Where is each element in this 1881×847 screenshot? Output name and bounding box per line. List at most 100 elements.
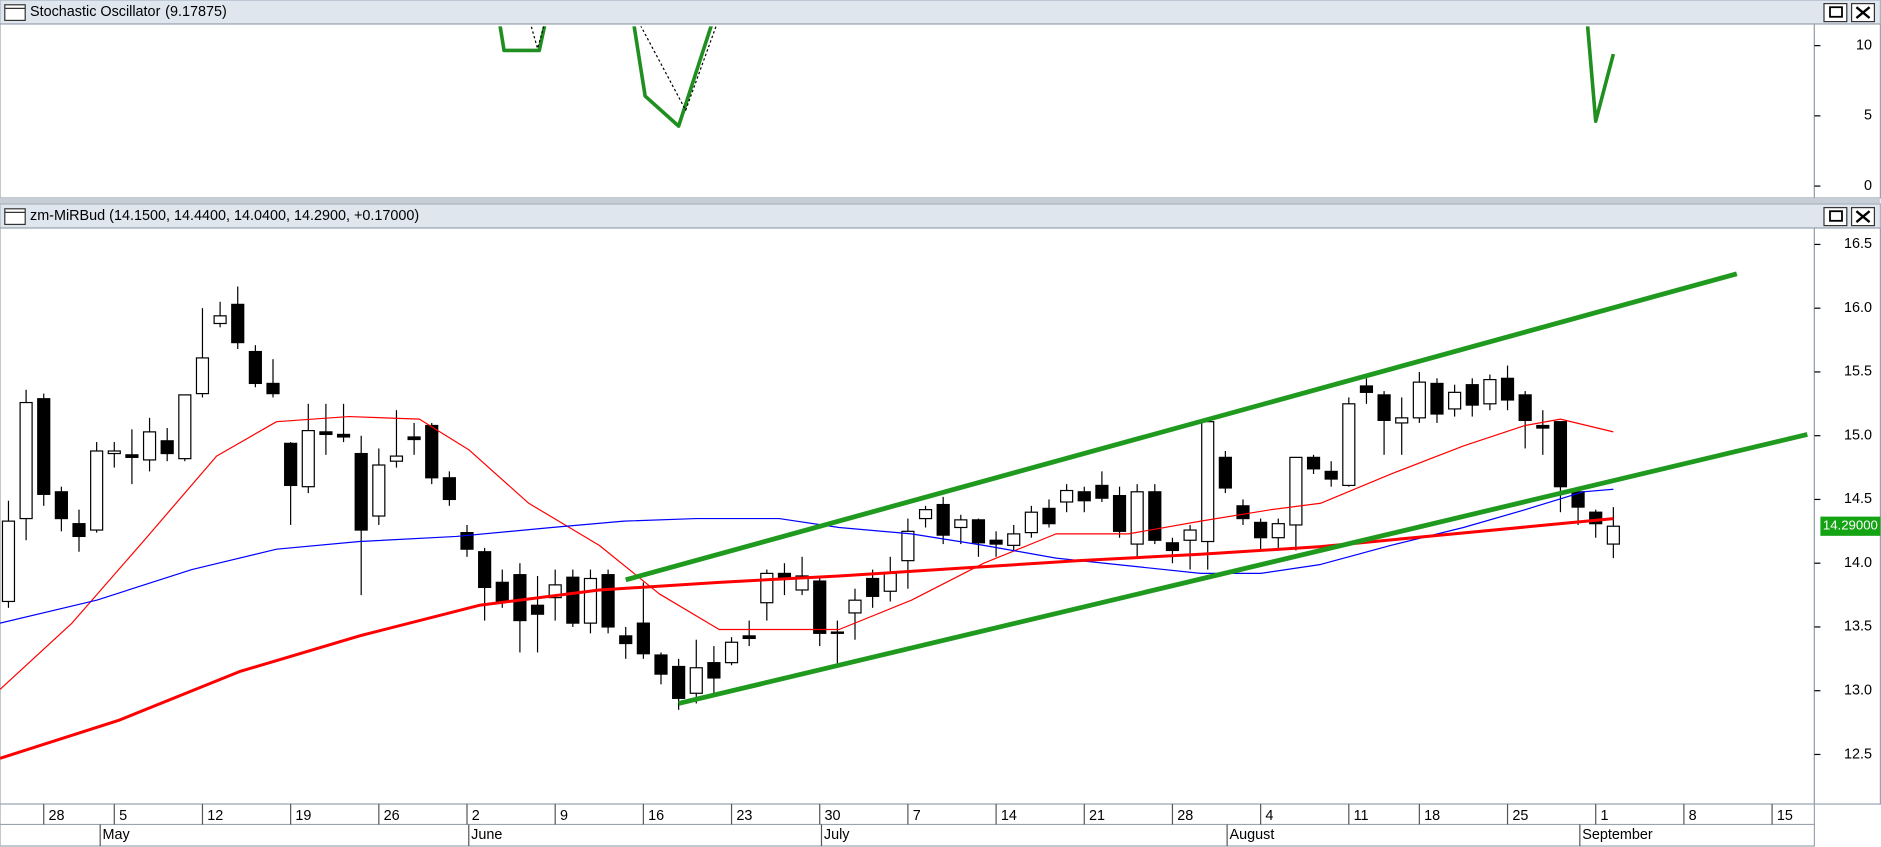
month-label: May	[103, 827, 131, 843]
panel-title-bar	[0, 203, 1881, 229]
candle-body	[654, 654, 668, 675]
candle-body	[266, 382, 280, 395]
series-line	[498, 26, 1616, 128]
candle-body	[178, 394, 192, 460]
candle-body	[619, 635, 633, 645]
candle-body	[372, 464, 386, 517]
candle-body	[1448, 391, 1462, 410]
x-tick-label: 9	[560, 808, 568, 824]
candle-body	[1430, 382, 1444, 415]
month-label: September	[1582, 827, 1653, 843]
y-tick-label: 10	[1856, 37, 1872, 53]
candle-body	[1500, 377, 1515, 401]
x-tick-label: 12	[207, 808, 223, 824]
candle-body	[1395, 417, 1409, 424]
candle-body	[1130, 491, 1144, 545]
candle-body	[90, 450, 104, 531]
candle-body	[442, 477, 456, 501]
panel-title: zm-MiRBud (14.1500, 14.4400, 14.0400, 14…	[30, 208, 419, 224]
candle-body	[742, 635, 756, 640]
candle-body	[830, 631, 844, 634]
x-tick-label: 28	[49, 808, 65, 824]
x-tick-label: 26	[384, 808, 400, 824]
candle-body	[142, 431, 157, 461]
price-plot	[0, 271, 1808, 760]
series-line	[0, 488, 1614, 624]
candle-body	[1165, 542, 1180, 552]
candle-body	[248, 350, 262, 385]
candle-body	[1306, 456, 1321, 470]
candle-body	[336, 433, 351, 438]
candle-body	[319, 431, 333, 436]
candle-body	[389, 455, 404, 462]
x-tick-label: 16	[648, 808, 664, 824]
y-tick-label: 13.5	[1844, 619, 1872, 635]
x-tick-label: 19	[295, 808, 311, 824]
y-tick-label: 5	[1864, 108, 1872, 124]
candle-body	[107, 450, 121, 455]
x-tick-label: 14	[1001, 808, 1017, 824]
x-tick-label: 5	[119, 808, 127, 824]
candle-body	[724, 641, 739, 664]
candle-body	[231, 303, 245, 344]
y-tick-label: 15.5	[1844, 364, 1872, 380]
candle-body	[1536, 424, 1550, 429]
candle-body	[1077, 491, 1091, 502]
x-tick-label: 15	[1777, 808, 1793, 824]
candle-body	[37, 398, 51, 495]
month-label: July	[824, 827, 850, 843]
candle-body	[407, 436, 421, 441]
candle-body	[1, 520, 16, 603]
candle-body	[1218, 456, 1232, 489]
candle-body	[1236, 505, 1250, 520]
last-price-label: 14.29000	[1823, 518, 1878, 533]
candle-body	[1024, 511, 1038, 534]
series-line	[678, 432, 1808, 706]
candle-body	[195, 357, 210, 395]
candle-body	[1571, 491, 1585, 508]
candle-body	[1377, 394, 1391, 421]
candle-body	[1518, 394, 1532, 421]
candle-body	[160, 440, 174, 455]
candle-body	[1183, 529, 1197, 541]
candle-body	[54, 491, 68, 520]
x-tick-label: 7	[913, 808, 921, 824]
candle-body	[425, 424, 439, 479]
x-tick-label: 23	[736, 808, 752, 824]
y-tick-label: 16.5	[1844, 236, 1872, 252]
candle-body	[495, 581, 509, 603]
close-icon	[1855, 210, 1871, 223]
candle-body	[478, 551, 492, 589]
series-line	[0, 415, 1614, 690]
candle-body	[1042, 507, 1056, 525]
plot-area	[0, 227, 1815, 805]
candle-body	[1553, 421, 1568, 488]
series-line	[0, 517, 1614, 760]
candle-body	[883, 572, 897, 592]
candle-body	[1606, 525, 1620, 545]
panel-separator	[0, 198, 1881, 205]
candle-body	[1148, 491, 1162, 541]
last-price-box	[1820, 516, 1881, 536]
x-tick-label: 4	[1265, 808, 1273, 824]
series-line	[625, 271, 1738, 583]
candle-body	[848, 599, 862, 614]
axes: 0 5 10 12.5 13.0 13.5 14.0 14.5 15.0 15.5 16.0 16.5…	[43, 37, 1881, 847]
candle-body	[284, 442, 298, 487]
candle-body	[1589, 511, 1603, 525]
candle-body	[918, 509, 933, 520]
candle-body	[1201, 421, 1215, 543]
candle-body	[1060, 489, 1074, 503]
candle-body	[689, 667, 703, 694]
y-tick-label: 12.5	[1844, 746, 1872, 762]
maximize-icon	[1829, 6, 1843, 18]
candle-body	[901, 530, 915, 562]
candle-body	[1465, 384, 1479, 406]
x-tick-label: 28	[1177, 808, 1193, 824]
x-tick-label: 30	[825, 808, 841, 824]
candle-body	[460, 532, 474, 550]
panel-icon	[4, 208, 26, 226]
y-axis-area	[1813, 227, 1881, 805]
series-line	[530, 26, 717, 111]
